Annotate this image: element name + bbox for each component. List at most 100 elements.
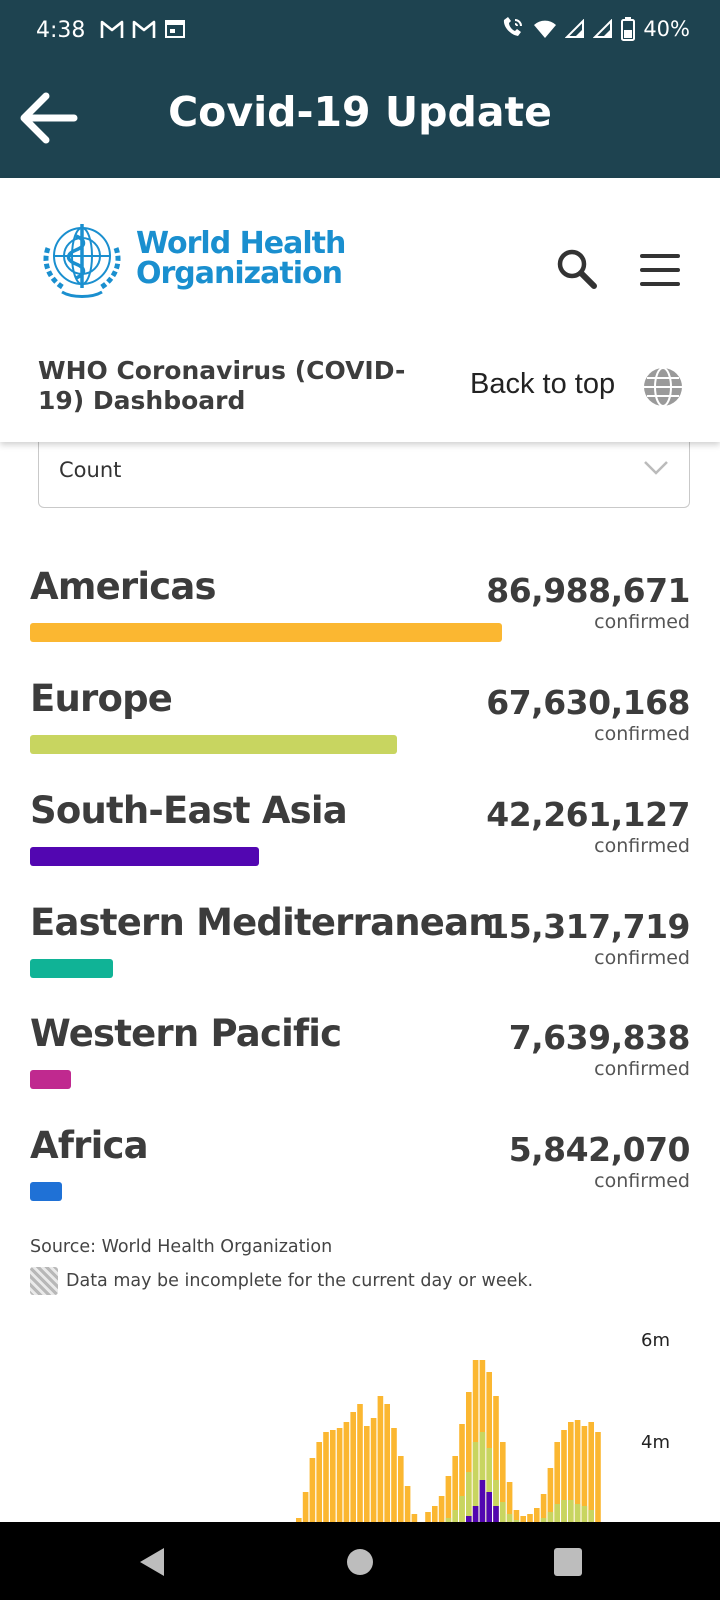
chart-bar <box>452 1510 458 1522</box>
chart-bar <box>540 1518 547 1522</box>
incomplete-data-text: Data may be incomplete for the current d… <box>66 1271 534 1291</box>
region-name: Eastern Mediterranean <box>30 901 495 944</box>
language-button[interactable] <box>642 366 684 408</box>
nav-home-button[interactable] <box>336 1538 384 1586</box>
chart-bar <box>364 1426 370 1522</box>
chart-bar <box>357 1404 363 1522</box>
region-row-western-pacific[interactable]: Western Pacific 7,639,838 confirmed <box>30 1012 691 1112</box>
chart-bar <box>561 1430 567 1522</box>
chart-bar <box>500 1502 506 1522</box>
wifi-icon <box>534 20 557 38</box>
region-bar <box>30 1070 72 1089</box>
globe-icon <box>644 367 682 407</box>
region-row-eastern-mediterranean[interactable]: Eastern Mediterranean 15,317,719 confirm… <box>30 901 690 1001</box>
chevron-down-icon <box>644 461 668 475</box>
chart-bar <box>302 1492 309 1522</box>
chart-bar <box>459 1496 465 1522</box>
region-bar <box>30 735 397 754</box>
chart-bar <box>574 1420 581 1522</box>
search-button[interactable] <box>552 244 600 292</box>
chart-bar <box>466 1516 472 1522</box>
back-button[interactable] <box>16 86 80 150</box>
back-arrow-icon <box>20 92 78 144</box>
chart-bar <box>534 1508 540 1522</box>
back-to-top-link[interactable]: Back to top <box>470 368 616 400</box>
calendar-icon <box>165 20 185 38</box>
chart-bar <box>323 1432 329 1522</box>
who-logo[interactable]: World Health Organization <box>36 218 346 300</box>
gmail-icon <box>100 20 124 38</box>
chart-bar <box>588 1510 594 1522</box>
region-row-americas[interactable]: Americas 86,988,671 confirmed <box>30 565 690 665</box>
region-bar <box>30 1182 62 1201</box>
system-icons: 40% <box>499 16 690 42</box>
chart-bar <box>581 1506 588 1522</box>
chart-bar <box>309 1458 316 1522</box>
chart-bar <box>404 1486 411 1522</box>
y-tick-label: 6m <box>641 1330 670 1351</box>
chart-bar <box>296 1518 302 1522</box>
chart-bar <box>391 1428 397 1522</box>
chart-bar <box>432 1506 438 1522</box>
region-count: 15,317,719 <box>486 907 690 946</box>
chart-bar <box>479 1432 486 1522</box>
chart-bar <box>486 1492 492 1522</box>
region-row-south-east-asia[interactable]: South-East Asia 42,261,127 confirmed <box>30 789 690 889</box>
chart-bar <box>513 1510 520 1522</box>
region-row-africa[interactable]: Africa 5,842,070 confirmed <box>30 1124 691 1224</box>
region-count: 86,988,671 <box>486 571 690 610</box>
epi-curve-chart[interactable]: 6m 4m <box>0 1310 720 1522</box>
chart-bar <box>472 1506 479 1522</box>
region-row-europe[interactable]: Europe 67,630,168 confirmed <box>30 677 690 777</box>
region-name: South-East Asia <box>30 789 348 832</box>
epi-curve-bars <box>296 1360 601 1522</box>
chart-bar <box>506 1482 513 1522</box>
search-icon <box>557 249 597 289</box>
status-bar: 4:38 40% <box>0 0 720 64</box>
count-select-value: Count <box>59 458 122 482</box>
chart-bar <box>466 1392 472 1522</box>
region-count: 67,630,168 <box>486 683 690 722</box>
chart-bar <box>445 1476 452 1522</box>
notification-icons <box>100 18 186 40</box>
region-name: Europe <box>30 677 173 720</box>
region-name: Americas <box>30 565 217 608</box>
chart-bar <box>316 1442 322 1522</box>
chart-bar <box>479 1480 486 1522</box>
wifi-calling-icon <box>504 17 523 36</box>
chart-bar <box>384 1404 390 1522</box>
chart-bar <box>513 1520 520 1522</box>
chart-bar <box>330 1430 336 1522</box>
chart-bar <box>343 1422 350 1522</box>
y-tick-label: 4m <box>641 1432 670 1453</box>
chart-bar <box>350 1412 356 1522</box>
chart-bar <box>486 1448 492 1522</box>
chart-bar <box>336 1428 343 1522</box>
region-count-label: confirmed <box>594 723 690 745</box>
chart-bar <box>581 1426 588 1522</box>
chart-bar <box>547 1512 554 1522</box>
nav-recents-icon <box>554 1548 582 1576</box>
chart-bar <box>547 1468 554 1522</box>
nav-back-button[interactable] <box>128 1538 176 1586</box>
signal-icon <box>593 19 613 38</box>
chart-bar <box>554 1442 560 1522</box>
menu-button[interactable] <box>636 246 684 294</box>
region-count-label: confirmed <box>594 835 690 857</box>
battery-icon <box>621 17 636 41</box>
chart-bar <box>554 1504 560 1522</box>
chart-bar <box>398 1456 404 1522</box>
chart-bar <box>568 1422 574 1522</box>
dashboard-title: WHO Coronavirus (COVID-19) Dashboard <box>38 356 406 415</box>
nav-recents-button[interactable] <box>544 1538 592 1586</box>
chart-bar <box>574 1504 581 1522</box>
chart-bar <box>377 1396 384 1522</box>
chart-bar <box>595 1432 601 1522</box>
source-text: Source: World Health Organization <box>30 1237 333 1257</box>
chart-bar <box>370 1418 377 1522</box>
region-count-label: confirmed <box>594 1058 690 1080</box>
region-bar <box>30 959 114 978</box>
chart-bar <box>506 1514 513 1522</box>
chart-bar <box>493 1506 499 1522</box>
